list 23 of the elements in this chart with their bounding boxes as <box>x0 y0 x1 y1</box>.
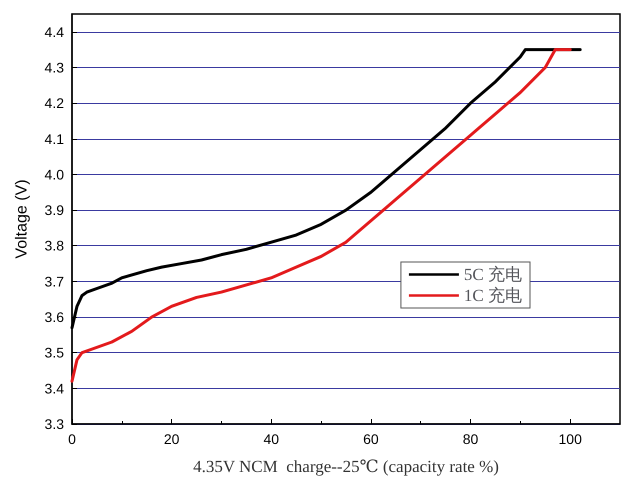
x-tick-label: 40 <box>263 431 280 447</box>
x-tick-label: 80 <box>462 431 479 447</box>
y-tick-label: 3.3 <box>44 416 64 432</box>
x-axis-title: 4.35V NCM charge--25℃ (capacity rate %) <box>193 457 499 476</box>
y-tick-label: 3.9 <box>44 202 64 218</box>
y-tick-label: 4.2 <box>44 95 64 112</box>
y-tick-label: 4.3 <box>44 59 64 76</box>
legend-label: 1C 充电 <box>464 286 522 305</box>
y-tick-label: 3.4 <box>44 380 64 396</box>
y-tick-label: 3.6 <box>44 309 64 326</box>
x-tick-label: 60 <box>363 431 379 447</box>
x-tick-label: 20 <box>164 431 180 447</box>
y-tick-label: 4.4 <box>44 24 64 40</box>
x-tick-label: 0 <box>68 431 76 447</box>
x-tick-label: 100 <box>558 431 582 447</box>
line-series <box>70 48 572 383</box>
y-tick-label: 3.8 <box>44 238 64 254</box>
y-tick-label: 3.7 <box>44 273 64 290</box>
y-tick-label: 4.0 <box>44 166 64 182</box>
legend-label: 5C 充电 <box>464 265 522 284</box>
y-tick-label: 3.5 <box>44 344 64 361</box>
y-tick-label: 4.1 <box>44 130 64 147</box>
y-axis-title: Voltage (V) <box>14 179 30 259</box>
